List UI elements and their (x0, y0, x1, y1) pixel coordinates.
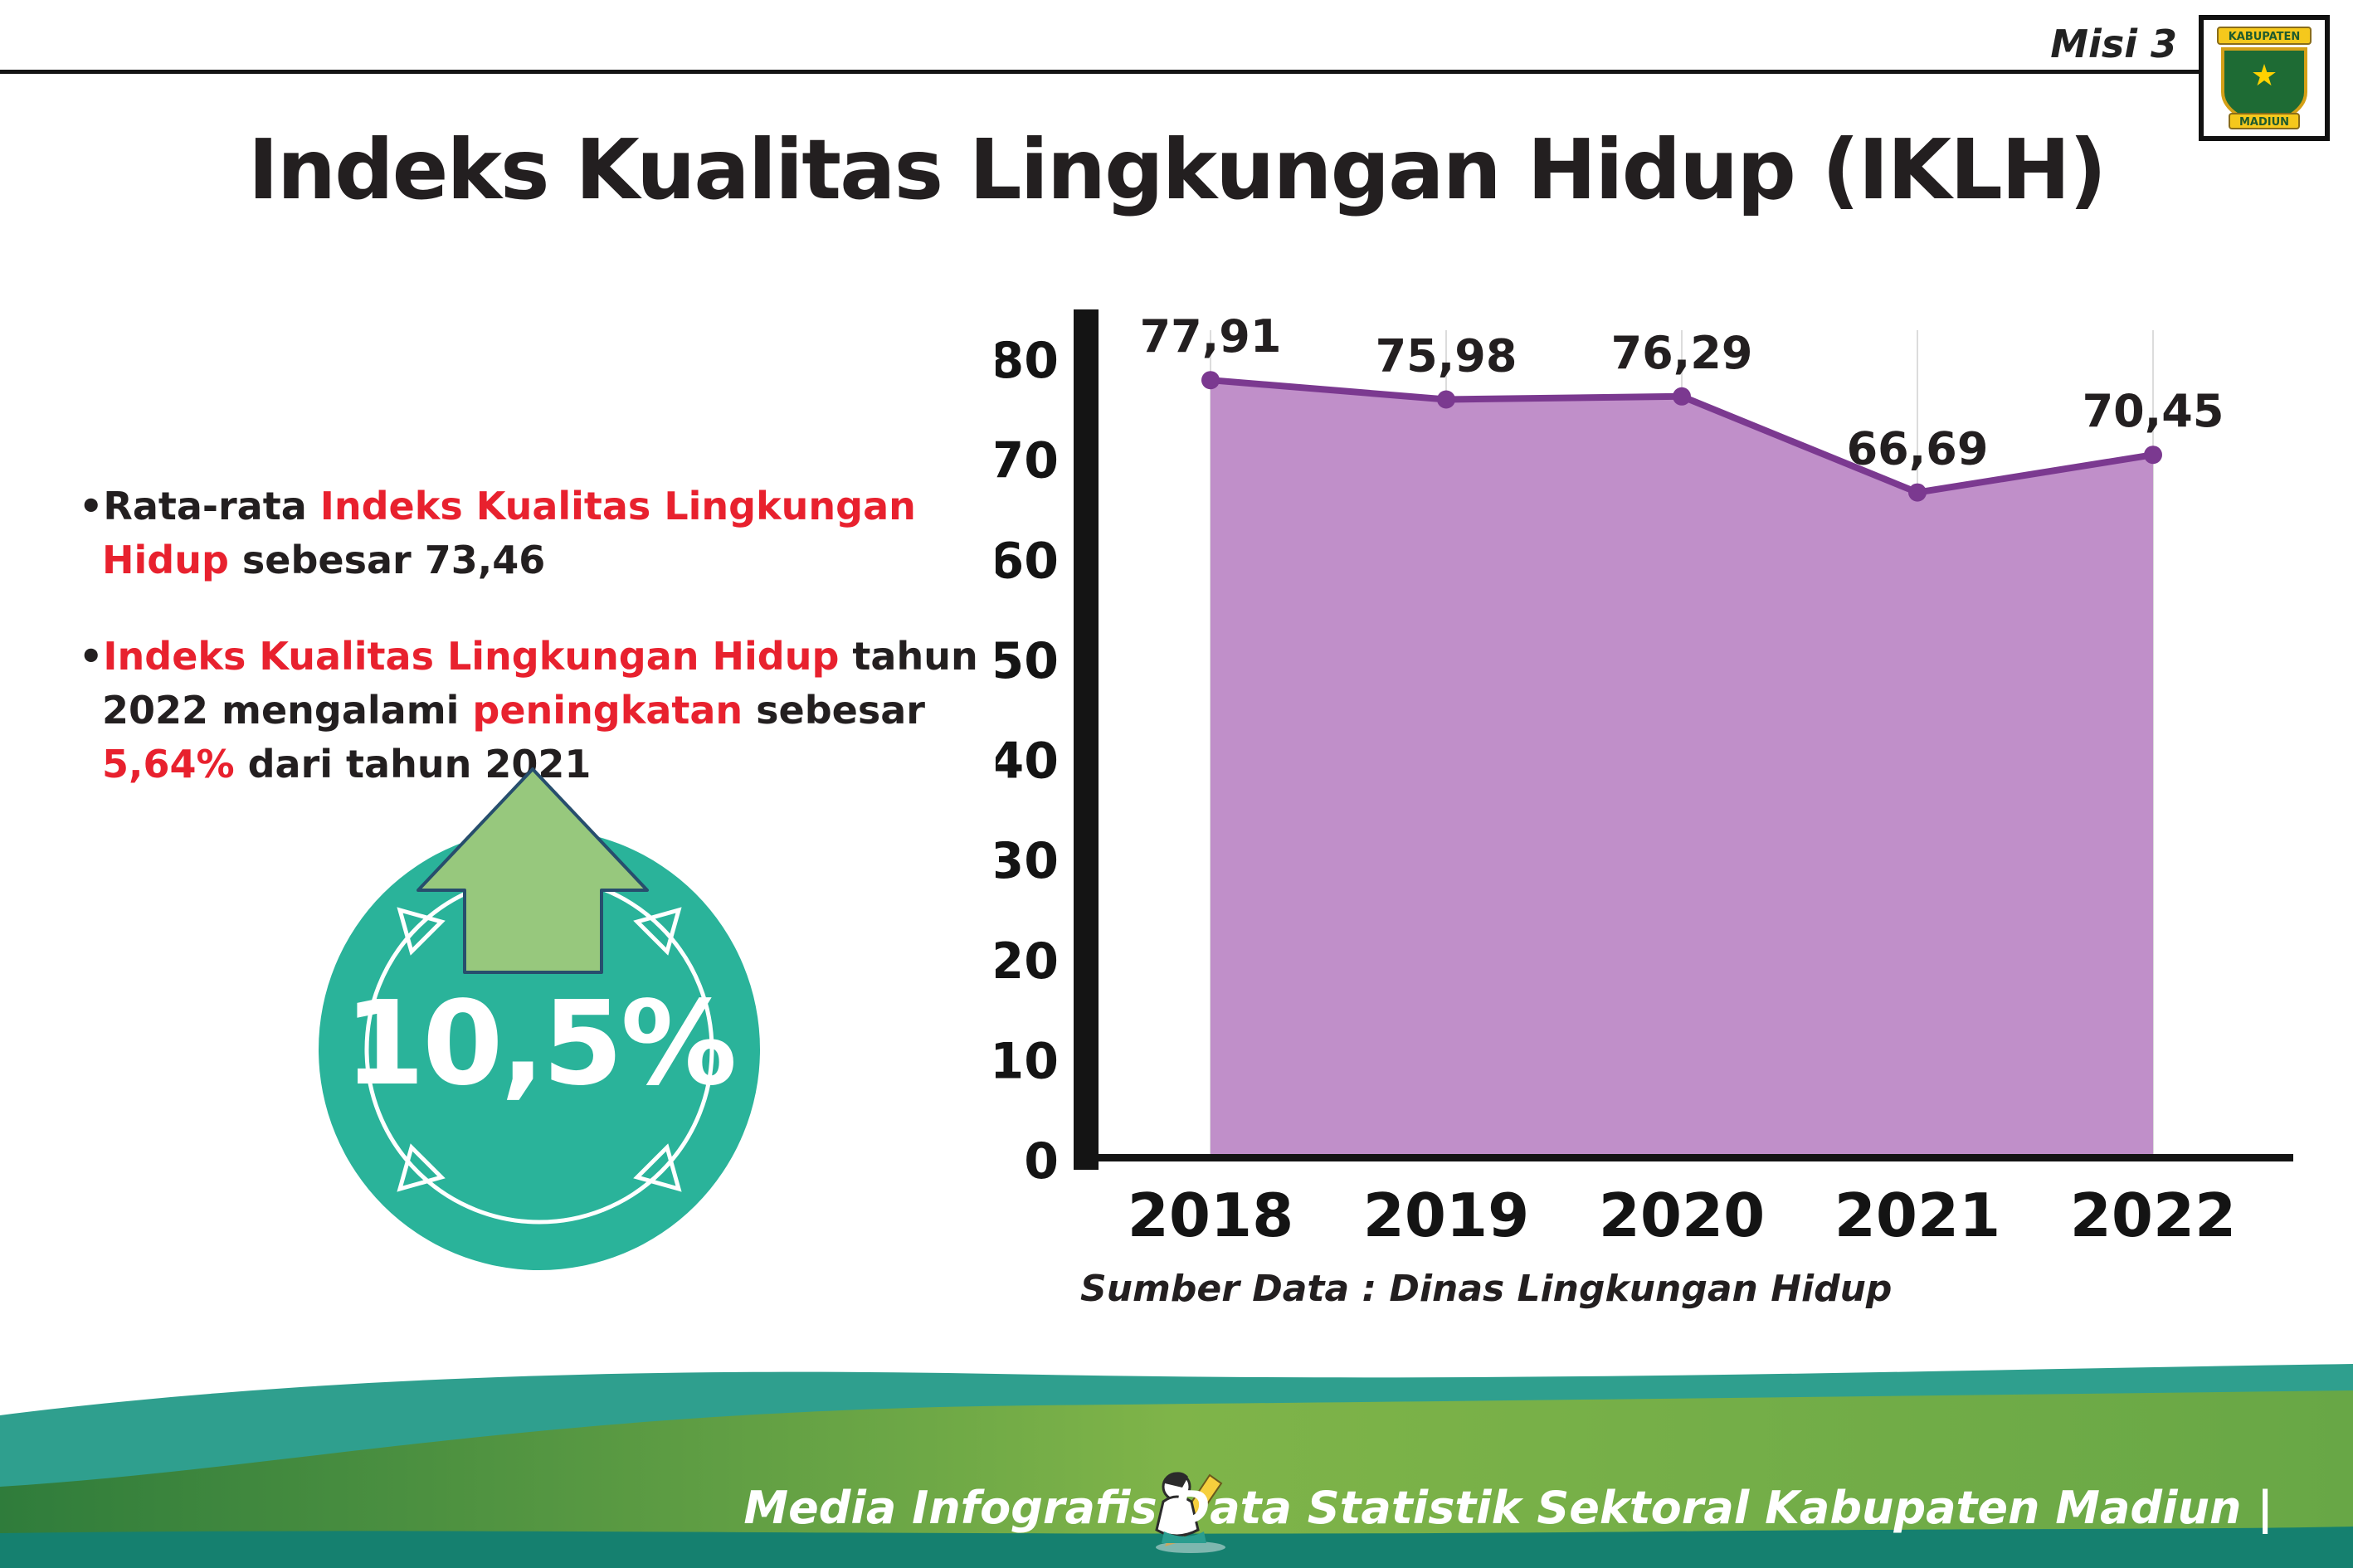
data-point (1908, 483, 1927, 502)
y-tick-label: 10 (996, 1032, 1059, 1090)
y-tick-label: 20 (996, 933, 1059, 991)
x-tick-label: 2021 (1834, 1181, 2000, 1250)
crest-icon: KABUPATEN ★ MADIUN (2217, 27, 2312, 129)
y-tick-label: 80 (996, 332, 1059, 390)
data-point (1673, 387, 1691, 406)
bullet-dot: • (79, 484, 104, 528)
header-rule (0, 70, 2200, 74)
point-value-label: 66,69 (1847, 423, 1989, 475)
area-series-fill (1211, 380, 2153, 1157)
highlight-circle: 10,5% (319, 829, 760, 1270)
data-point (1201, 371, 1220, 390)
bullet-item: •Indeks Kualitas Lingkungan Hidup tahun … (79, 630, 991, 792)
ring-triangle-icon (633, 1143, 682, 1192)
data-point (2144, 446, 2162, 465)
y-tick-label: 50 (996, 632, 1059, 690)
ring-triangle-icon (397, 1143, 446, 1192)
footer-caption: Media Infografis Data Statistik Sektoral… (743, 1482, 2273, 1534)
y-tick-label: 60 (996, 532, 1059, 590)
bullet-text-segment: Indeks Kualitas Lingkungan Hidup (102, 484, 916, 583)
increase-percentage-value: 10,5% (343, 976, 738, 1112)
mascot-writer-icon (1155, 1472, 1225, 1553)
ring-triangle-icon (633, 907, 682, 956)
chart-source-note: Sumber Data : Dinas Lingkungan Hidup (1080, 1268, 1893, 1310)
bullet-text-segment: tahun 2022 mengalami (102, 633, 978, 733)
iklh-area-chart: 77,91 75,98 76,29 66,69 70,45 0 10 20 30 40 50 60 70… (996, 309, 2293, 1250)
bullet-text-segment: Indeks Kualitas Lingkungan Hidup (103, 633, 840, 679)
point-value-label: 77,91 (1140, 310, 1282, 363)
bullet-list: •Rata-rata Indeks Kualitas Lingkungan Hi… (79, 480, 991, 834)
bullet-text-segment: sebesar 73,46 (228, 538, 546, 583)
point-value-label: 76,29 (1611, 327, 1753, 379)
ring-triangle-icon (397, 907, 446, 956)
x-axis-line (1074, 1154, 2293, 1161)
bullet-dot: • (79, 633, 104, 679)
star-icon: ★ (2251, 59, 2277, 93)
y-tick-label: 0 (1024, 1132, 1059, 1191)
bullet-text-segment: peningkatan (472, 687, 743, 733)
y-tick-label: 70 (996, 432, 1059, 490)
bullet-item: •Rata-rata Indeks Kualitas Lingkungan Hi… (79, 480, 991, 588)
up-arrow-icon (417, 767, 649, 974)
x-tick-label: 2018 (1128, 1181, 1293, 1250)
y-tick-label: 40 (996, 733, 1059, 791)
y-tick-label: 30 (996, 832, 1059, 890)
point-value-label: 75,98 (1376, 330, 1518, 382)
logo-top-text: KABUPATEN (2229, 31, 2301, 43)
x-tick-label: 2022 (2070, 1181, 2236, 1250)
highlight-circle-graphic (319, 829, 760, 1270)
bullet-text-segment: Rata-rata (103, 484, 320, 528)
bullet-text-segment: 5,64% (102, 742, 235, 787)
page-title: Indeks Kualitas Lingkungan Hidup (IKLH) (247, 121, 2107, 218)
bullet-text-segment: sebesar (743, 687, 925, 733)
misi-label: Misi 3 (2050, 22, 2177, 66)
data-point (1437, 390, 1455, 409)
point-value-label: 70,45 (2083, 385, 2224, 437)
x-tick-label: 2020 (1599, 1181, 1765, 1250)
logo-bottom-text: MADIUN (2239, 116, 2289, 129)
x-tick-label: 2019 (1363, 1181, 1529, 1250)
y-axis-bar (1074, 309, 1099, 1170)
kabupaten-madiun-logo: KABUPATEN ★ MADIUN (2199, 15, 2330, 141)
